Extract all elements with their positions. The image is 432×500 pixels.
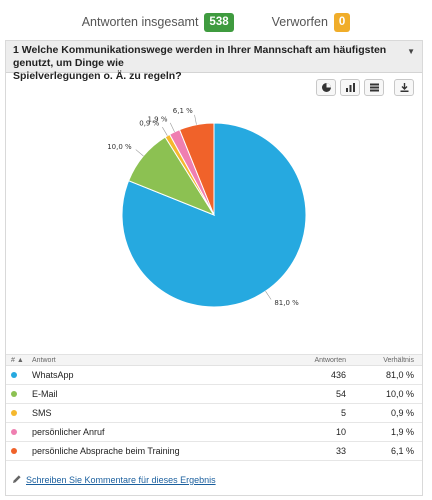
ratio-cell: 1,9 % bbox=[390, 427, 414, 437]
bar-chart-icon[interactable] bbox=[340, 79, 360, 96]
table-row: persönliche Absprache beim Training 33 6,1… bbox=[6, 442, 422, 461]
total-responses-label: Antworten insgesamt bbox=[81, 15, 199, 29]
table-header: # ▲ Antwort Antworten Verhältnis bbox=[6, 354, 422, 366]
question-title-line-1: 1 Welche Kommunikationswege werden in Ih… bbox=[13, 44, 387, 69]
label-connector bbox=[135, 149, 144, 157]
count-cell: 5 bbox=[340, 408, 346, 418]
table-row: SMS 5 0,9 % bbox=[6, 404, 422, 423]
pie-slice-4[interactable] bbox=[178, 122, 215, 216]
pie-chart: 81,0 % 10,0 % 0,9 %1,9 % 6,1 % bbox=[107, 107, 307, 308]
table-row: persönlicher Anruf 10 1,9 % bbox=[6, 423, 422, 442]
ratio-header: Verhältnis bbox=[383, 356, 414, 364]
chart-toolbar bbox=[316, 79, 414, 96]
answer-cell: SMS bbox=[32, 408, 52, 418]
question-header[interactable]: 1 Welche Kommunikationswege werden in Ih… bbox=[6, 41, 422, 82]
pie-data-label: 10,0 % bbox=[107, 143, 132, 151]
legend-dot bbox=[11, 429, 17, 435]
response-summary: Antworten insgesamt 538 Verworfen 0 bbox=[0, 11, 432, 33]
pie-data-label: 0,9 % bbox=[139, 120, 159, 128]
pie-data-label: 6,1 % bbox=[173, 107, 193, 115]
label-connector bbox=[194, 114, 197, 125]
count-cell: 10 bbox=[335, 427, 346, 437]
collapse-caret-icon[interactable]: ▼ bbox=[407, 47, 415, 56]
ratio-cell: 10,0 % bbox=[385, 389, 414, 399]
pie-data-label: 1,9 % bbox=[148, 115, 168, 123]
answer-cell: persönlicher Anruf bbox=[32, 427, 105, 437]
legend-dot bbox=[11, 391, 17, 397]
answer-cell: persönliche Absprache beim Training bbox=[32, 446, 180, 456]
pie-chart-icon[interactable] bbox=[316, 79, 336, 96]
legend-dot bbox=[11, 448, 17, 454]
answer-cell: WhatsApp bbox=[32, 370, 74, 380]
label-connector bbox=[162, 126, 168, 136]
count-cell: 436 bbox=[330, 370, 346, 380]
legend-dot bbox=[11, 372, 17, 378]
label-connector bbox=[169, 122, 175, 133]
label-connector bbox=[265, 291, 272, 300]
count-header: Antworten bbox=[314, 356, 346, 364]
comment-row: Schreiben Sie Kommentare für dieses Erge… bbox=[12, 474, 216, 486]
count-cell: 54 bbox=[335, 389, 346, 399]
count-cell: 33 bbox=[335, 446, 346, 456]
table-view-icon[interactable] bbox=[364, 79, 384, 96]
ratio-cell: 81,0 % bbox=[385, 370, 414, 380]
question-title-line-2: Spielverlegungen o. Ä. zu regeln? bbox=[13, 70, 182, 82]
pie-data-label: 81,0 % bbox=[274, 299, 299, 307]
answer-cell: E-Mail bbox=[32, 389, 58, 399]
results-table: # ▲ Antwort Antworten Verhältnis WhatsAp… bbox=[6, 354, 422, 461]
pencil-icon bbox=[12, 474, 22, 486]
legend-dot bbox=[11, 410, 17, 416]
download-icon[interactable] bbox=[394, 79, 414, 96]
discarded-badge: 0 bbox=[333, 12, 351, 32]
ratio-cell: 0,9 % bbox=[390, 408, 414, 418]
write-comment-link[interactable]: Schreiben Sie Kommentare für dieses Erge… bbox=[26, 475, 216, 485]
discarded-label: Verworfen bbox=[271, 15, 328, 29]
answer-header: Antwort bbox=[32, 356, 56, 364]
table-row: WhatsApp 436 81,0 % bbox=[6, 366, 422, 385]
sort-hash-header[interactable]: # ▲ bbox=[11, 356, 24, 364]
ratio-cell: 6,1 % bbox=[390, 446, 414, 456]
total-responses-badge: 538 bbox=[204, 12, 234, 32]
question-panel: 1 Welche Kommunikationswege werden in Ih… bbox=[5, 40, 423, 496]
table-row: E-Mail 54 10,0 % bbox=[6, 385, 422, 404]
